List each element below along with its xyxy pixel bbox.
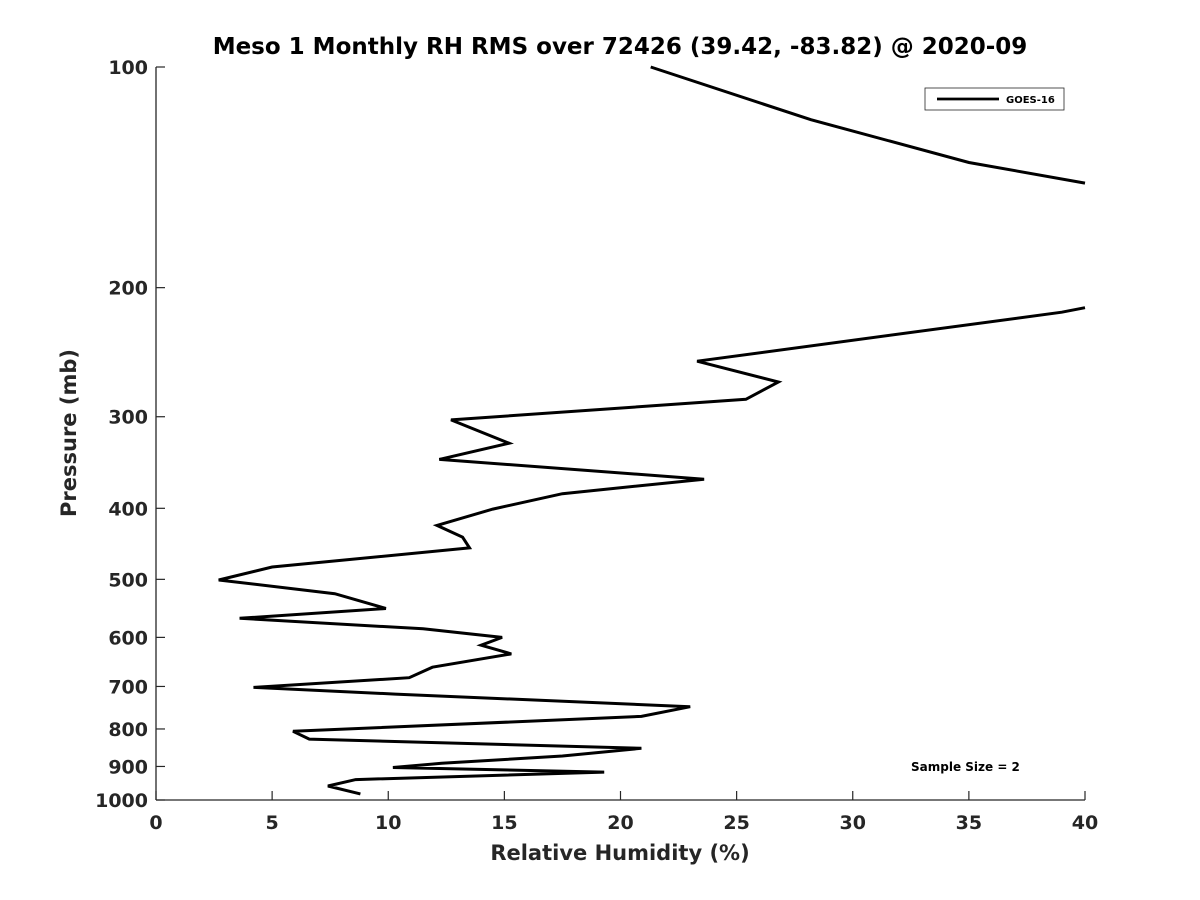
y-tick-label: 200	[108, 278, 148, 300]
x-ticks: 0 5 10 15 20 25 30 35 40	[149, 791, 1098, 834]
sample-size-note: Sample Size = 2	[911, 760, 1020, 774]
x-tick-label: 5	[266, 812, 279, 834]
y-tick-label: 900	[108, 756, 148, 778]
y-tick-label: 1000	[95, 790, 148, 812]
y-tick-label: 400	[108, 498, 148, 520]
y-axis-label: Pressure (mb)	[57, 349, 81, 517]
x-tick-label: 20	[607, 812, 633, 834]
series-line-goes-16	[218, 306, 1086, 796]
y-tick-label: 700	[108, 676, 148, 698]
y-tick-label: 300	[108, 407, 148, 429]
x-axis-label: Relative Humidity (%)	[490, 841, 749, 865]
x-tick-label: 15	[491, 812, 517, 834]
x-tick-label: 10	[375, 812, 401, 834]
legend-label: GOES-16	[1006, 95, 1055, 106]
series-group	[218, 65, 1086, 796]
y-tick-label: 100	[108, 57, 148, 79]
y-tick-label: 800	[108, 719, 148, 741]
y-tick-label: 500	[108, 569, 148, 591]
x-tick-label: 0	[149, 812, 162, 834]
x-tick-label: 30	[840, 812, 866, 834]
y-ticks: 100 200 300 400 500 600 700 800 900 1000	[95, 57, 165, 812]
y-tick-label: 600	[108, 627, 148, 649]
chart-title: Meso 1 Monthly RH RMS over 72426 (39.42,…	[213, 34, 1028, 60]
x-tick-label: 40	[1072, 812, 1098, 834]
legend: GOES-16	[924, 87, 1065, 111]
x-tick-label: 25	[723, 812, 749, 834]
x-tick-label: 35	[956, 812, 982, 834]
series-line-goes-16	[650, 65, 1086, 185]
